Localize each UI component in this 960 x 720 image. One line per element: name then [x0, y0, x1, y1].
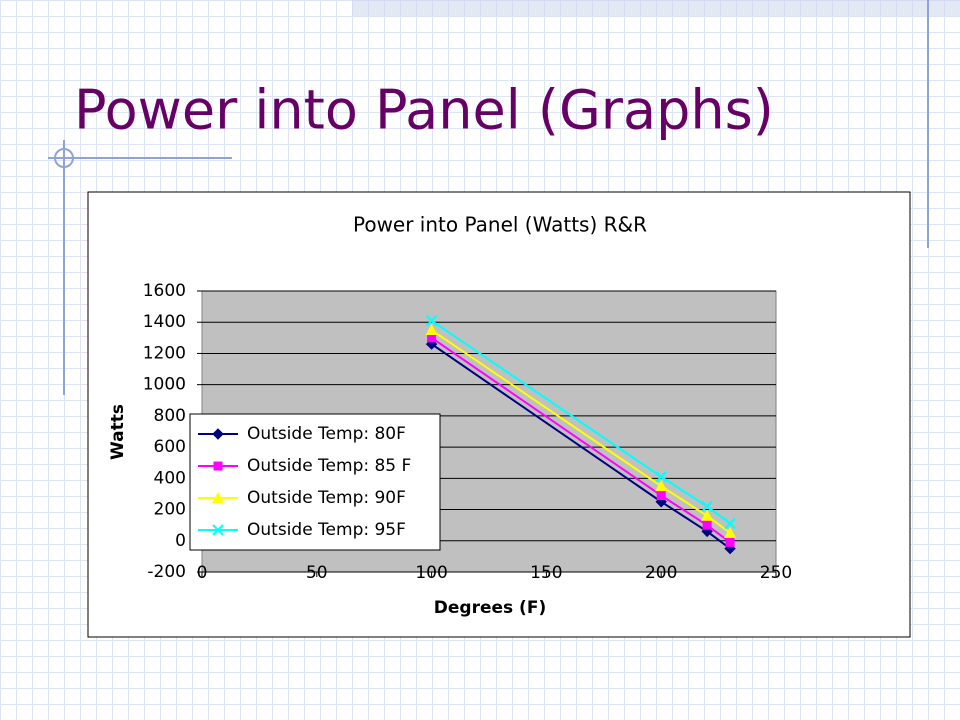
- legend-label: Outside Temp: 95F: [247, 520, 406, 540]
- deco-bar: [352, 0, 960, 16]
- series-line: [431, 337, 731, 544]
- marker: [655, 480, 668, 492]
- x-tick-label: 0: [197, 563, 208, 583]
- marker: [656, 491, 666, 501]
- marker: [701, 525, 713, 538]
- y-tick-label: 1600: [143, 281, 186, 301]
- legend-label: Outside Temp: 80F: [247, 424, 406, 444]
- series-line: [431, 343, 731, 550]
- y-tick-label: -200: [147, 562, 186, 582]
- x-tick-label: 100: [415, 563, 447, 583]
- marker: [702, 520, 712, 530]
- marker: [724, 526, 737, 538]
- y-tick-label: 0: [175, 531, 186, 551]
- marker: [425, 314, 438, 327]
- x-tick-label: 150: [530, 563, 562, 583]
- y-tick-label: 800: [154, 406, 186, 426]
- marker: [212, 428, 224, 440]
- x-tick-label: 200: [645, 563, 677, 583]
- marker: [213, 461, 223, 471]
- x-axis-label: Degrees (F): [434, 598, 546, 618]
- y-tick-label: 400: [154, 468, 186, 488]
- chart-title: Power into Panel (Watts) R&R: [353, 213, 647, 237]
- marker: [701, 500, 713, 513]
- x-tick-label: 250: [760, 563, 792, 583]
- legend-box: [189, 413, 441, 551]
- x-tick-label: 50: [306, 563, 328, 583]
- marker: [724, 542, 736, 555]
- marker: [724, 517, 736, 530]
- y-axis-label: Watts: [108, 404, 128, 460]
- legend-label: Outside Temp: 90F: [247, 488, 406, 508]
- deco-circle: [54, 148, 74, 168]
- slide-title: Power into Panel (Graphs): [74, 79, 774, 142]
- y-tick-label: 600: [154, 437, 186, 457]
- y-tick-label: 1400: [143, 312, 186, 332]
- marker: [725, 537, 735, 547]
- marker: [425, 324, 438, 336]
- series-line: [431, 319, 731, 525]
- marker: [655, 471, 667, 483]
- marker: [212, 524, 224, 536]
- y-tick-label: 1000: [143, 375, 186, 395]
- marker: [427, 333, 437, 343]
- marker: [701, 509, 714, 521]
- legend-label: Outside Temp: 85 F: [247, 456, 411, 476]
- series-line: [431, 329, 731, 534]
- y-tick-label: 1200: [143, 343, 186, 363]
- y-tick-label: 200: [154, 500, 186, 520]
- marker: [212, 492, 224, 503]
